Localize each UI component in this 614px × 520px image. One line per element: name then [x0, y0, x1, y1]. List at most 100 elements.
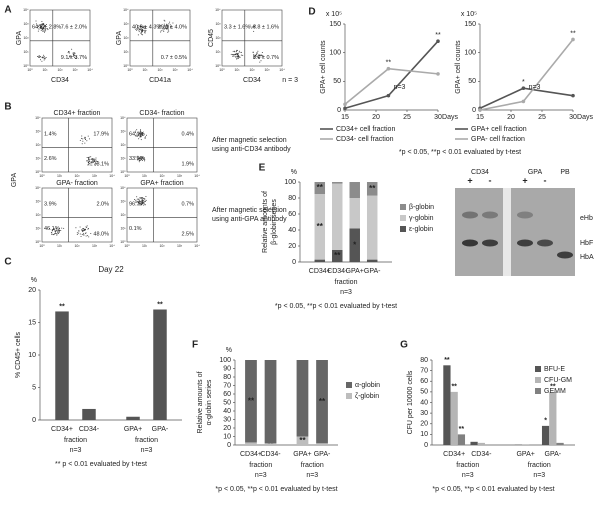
event-dot	[232, 50, 234, 52]
event-dot	[40, 24, 42, 26]
event-dot	[94, 158, 96, 160]
legend-swatch	[346, 393, 352, 399]
event-dot	[91, 158, 93, 160]
event-dot	[93, 159, 95, 161]
plot-title: CD34+ fraction	[54, 110, 101, 117]
log-tick-label: 10¹	[42, 68, 48, 72]
event-dot	[80, 137, 82, 139]
event-dot	[143, 29, 145, 31]
significance: **	[157, 301, 163, 308]
event-dot	[44, 57, 46, 59]
event-dot	[71, 48, 73, 50]
event-dot	[142, 157, 144, 159]
point	[386, 66, 391, 71]
event-dot	[169, 24, 171, 26]
log-tick-label: 10¹	[35, 226, 41, 230]
event-dot	[90, 158, 92, 160]
y-tick-label: 0	[292, 259, 296, 266]
event-dot	[139, 201, 141, 203]
bar-segment	[366, 182, 378, 196]
y-tick-label: 40	[223, 408, 231, 415]
group-n: n=3	[70, 447, 82, 454]
log-tick-label: 10²	[35, 213, 41, 217]
event-dot	[167, 26, 169, 28]
event-dot	[94, 160, 96, 162]
flow-plot-frame	[129, 9, 191, 67]
event-dot	[142, 34, 144, 36]
y-unit: x 10⁵	[326, 11, 342, 18]
event-dot	[38, 55, 40, 57]
y-tick-label: 10	[223, 433, 231, 440]
event-dot	[54, 233, 56, 235]
panel-letter: G	[400, 340, 408, 351]
event-dot	[258, 55, 260, 57]
y-tick-label: 0	[32, 417, 36, 424]
event-dot	[70, 57, 72, 59]
event-dot	[90, 233, 92, 235]
event-dot	[91, 162, 93, 164]
log-tick-label: 10¹	[234, 68, 240, 72]
event-dot	[40, 29, 42, 31]
event-dot	[76, 232, 78, 234]
bar-segment	[245, 442, 257, 445]
event-dot	[237, 54, 239, 56]
log-tick-label: 10⁰	[219, 68, 225, 72]
flow-plot-frame	[126, 187, 198, 243]
y-unit: %	[291, 169, 297, 176]
event-dot	[163, 28, 165, 30]
log-tick-label: 10⁴	[120, 116, 126, 120]
event-dot	[236, 49, 238, 51]
event-dot	[252, 26, 254, 28]
event-dot	[238, 56, 240, 58]
legend-label: BFU-E	[544, 366, 565, 373]
event-dot	[54, 230, 56, 232]
event-dot	[140, 139, 142, 141]
event-dot	[256, 55, 258, 57]
group-label: fraction	[135, 437, 158, 444]
quadrant-value: 0.4%	[181, 132, 194, 138]
event-dot	[37, 30, 39, 32]
y-tick-label: 20	[288, 243, 296, 250]
bar-segment	[332, 250, 343, 262]
event-dot	[145, 196, 147, 198]
y-tick-label: 50	[420, 389, 428, 396]
bar-segment	[349, 182, 360, 198]
event-dot	[42, 56, 44, 58]
point	[478, 108, 482, 112]
event-dot	[44, 24, 46, 26]
quadrant-value: 64.1%	[129, 132, 145, 138]
event-dot	[67, 52, 69, 54]
note: n=3	[529, 84, 541, 91]
event-dot	[44, 27, 46, 29]
event-dot	[139, 130, 141, 132]
event-dot	[68, 57, 70, 59]
group-label: fraction	[301, 462, 324, 469]
panel-letter: B	[4, 102, 11, 113]
quadrant-value: 0.7 ± 0.5%	[161, 55, 187, 61]
event-dot	[76, 233, 78, 235]
event-dot	[237, 52, 239, 54]
event-dot	[256, 53, 258, 55]
group-n: n=3	[141, 447, 153, 454]
group-label: fraction	[64, 437, 87, 444]
legend-label: GEMM	[544, 388, 566, 395]
event-dot	[40, 56, 42, 58]
event-dot	[258, 57, 260, 59]
event-dot	[92, 162, 94, 164]
log-tick-label: 10³	[120, 199, 126, 203]
y-axis-label: GPA	[116, 31, 123, 46]
event-dot	[137, 28, 139, 30]
point	[436, 72, 440, 76]
event-dot	[141, 30, 143, 32]
event-dot	[140, 157, 142, 159]
panel-letter: C	[4, 257, 11, 268]
y-axis-label: α-globin series	[206, 379, 213, 425]
legend-swatch	[535, 377, 541, 383]
bar	[549, 391, 557, 445]
event-dot	[68, 52, 70, 54]
event-dot	[91, 164, 93, 166]
event-dot	[237, 55, 239, 57]
event-dot	[140, 129, 142, 131]
log-tick-label: 10⁴	[120, 186, 126, 190]
event-dot	[75, 227, 77, 229]
